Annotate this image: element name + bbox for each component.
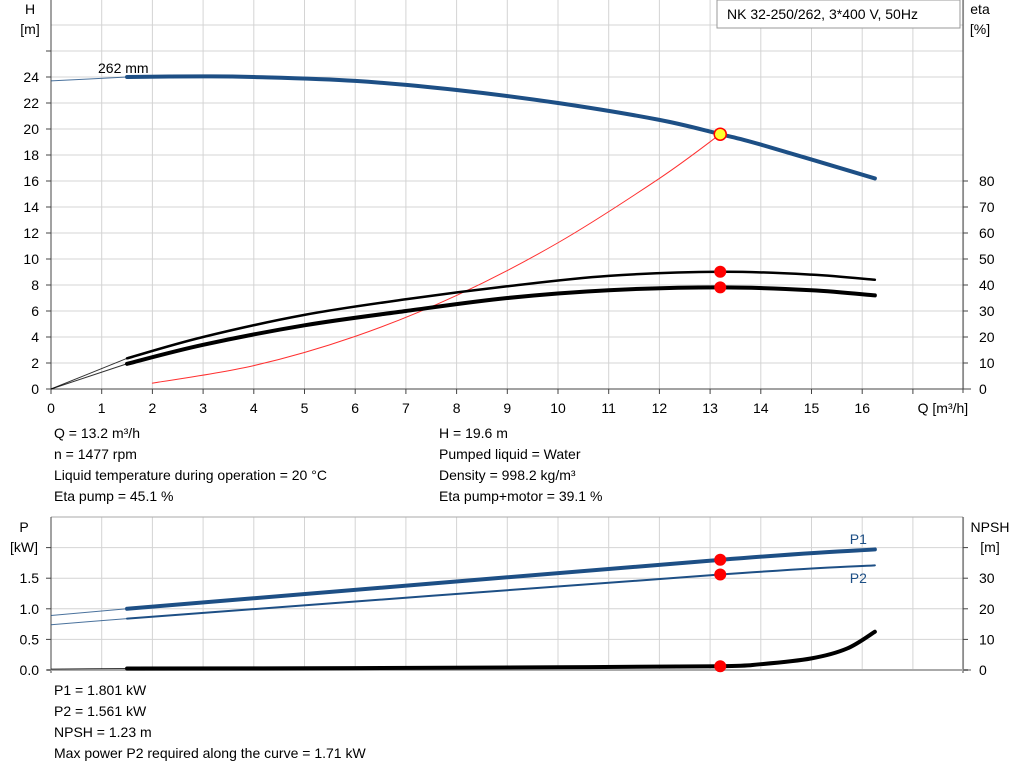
- info-density: Density = 998.2 kg/m³: [439, 467, 576, 483]
- head-curve-extension: [50, 76, 128, 82]
- y-tick-label-right: 70: [979, 199, 995, 215]
- p1-curve-extension: [50, 608, 128, 617]
- info-temperature: Liquid temperature during operation = 20…: [54, 467, 327, 483]
- operating-point-head: [713, 127, 727, 141]
- x-tick-label: 7: [402, 400, 410, 416]
- x-tick-label: 8: [453, 400, 461, 416]
- y-tick-label-left: 22: [23, 95, 39, 111]
- info-p1: P1 = 1.801 kW: [54, 682, 147, 698]
- info-max-power: Max power P2 required along the curve = …: [54, 745, 366, 761]
- y-axis-label-right: eta: [970, 1, 990, 17]
- p2-label: P2: [850, 570, 867, 586]
- operating-point-p1: [714, 553, 727, 566]
- y-tick-label-right: 10: [979, 631, 995, 647]
- info-eta-total: Eta pump+motor = 39.1 %: [439, 488, 603, 504]
- y-tick-label-right: 20: [979, 601, 995, 617]
- info-top-right: H = 19.6 m Pumped liquid = Water Density…: [439, 423, 602, 507]
- y-tick-label-left: 14: [23, 199, 39, 215]
- x-axis-label: Q [m³/h]: [918, 400, 969, 416]
- y-tick-label-right: 40: [979, 277, 995, 293]
- x-tick-label: 14: [753, 400, 769, 416]
- y-tick-label-right: 80: [979, 173, 995, 189]
- eta-total-curve-extension: [50, 363, 128, 390]
- x-tick-label: 6: [351, 400, 359, 416]
- info-p2: P2 = 1.561 kW: [54, 703, 147, 719]
- head-curve: [125, 74, 877, 181]
- info-head: H = 19.6 m: [439, 425, 508, 441]
- y-axis-unit-right: [%]: [970, 21, 990, 37]
- y-tick-label-right: 0: [979, 662, 987, 678]
- x-tick-label: 1: [98, 400, 106, 416]
- y-tick-label-right: 30: [979, 303, 995, 319]
- y-tick-label-left: 20: [23, 121, 39, 137]
- eta-pump-curve: [125, 270, 877, 360]
- y-axis-unit-right: [m]: [980, 539, 999, 555]
- y-tick-label-left: 1.5: [20, 570, 40, 586]
- p1-curve: [125, 547, 877, 611]
- info-bottom: P1 = 1.801 kW P2 = 1.561 kW NPSH = 1.23 …: [54, 680, 366, 764]
- operating-point-npsh: [714, 660, 727, 673]
- x-tick-label: 3: [199, 400, 207, 416]
- x-tick-label: 16: [854, 400, 870, 416]
- y-tick-label-left: 0.0: [20, 662, 40, 678]
- y-tick-label-right: 30: [979, 570, 995, 586]
- x-tick-label: 2: [149, 400, 157, 416]
- system-curve: [151, 133, 721, 384]
- x-tick-label: 5: [301, 400, 309, 416]
- eta-total-curve: [125, 285, 877, 366]
- x-tick-label: 4: [250, 400, 258, 416]
- y-tick-label-left: 0: [31, 381, 39, 397]
- y-axis-unit-left: [m]: [20, 21, 39, 37]
- p1-label: P1: [850, 531, 867, 547]
- y-tick-label-right: 10: [979, 355, 995, 371]
- legend-text: NK 32-250/262, 3*400 V, 50Hz: [727, 6, 918, 22]
- y-axis-label-left: P: [19, 519, 28, 535]
- operating-point-p2: [714, 568, 727, 581]
- x-tick-label: 12: [652, 400, 668, 416]
- info-speed: n = 1477 rpm: [54, 446, 137, 462]
- y-axis-label-left: H: [25, 1, 35, 17]
- y-tick-label-left: 0.5: [20, 631, 40, 647]
- x-tick-label: 0: [47, 400, 55, 416]
- y-tick-label-left: 16: [23, 173, 39, 189]
- p2-curve: [126, 564, 876, 620]
- y-tick-label-left: 6: [31, 303, 39, 319]
- info-liquid: Pumped liquid = Water: [439, 446, 581, 462]
- info-eta-pump: Eta pump = 45.1 %: [54, 488, 174, 504]
- npsh-curve-extension: [50, 667, 128, 670]
- y-tick-label-right: 20: [979, 329, 995, 345]
- info-top-left: Q = 13.2 m³/h n = 1477 rpm Liquid temper…: [54, 423, 327, 507]
- y-tick-label-left: 8: [31, 277, 39, 293]
- p2-curve-extension: [50, 618, 128, 626]
- y-tick-label-right: 60: [979, 225, 995, 241]
- legend-box: [716, 0, 961, 29]
- y-axis-label-right: NPSH: [971, 519, 1010, 535]
- y-tick-label-left: 18: [23, 147, 39, 163]
- y-tick-label-left: 10: [23, 251, 39, 267]
- impeller-diameter-label: 262 mm: [98, 60, 149, 76]
- y-tick-label-left: 2: [31, 355, 39, 371]
- x-tick-label: 9: [503, 400, 511, 416]
- x-tick-label: 10: [550, 400, 566, 416]
- y-tick-label-right: 0: [979, 381, 987, 397]
- y-tick-label-left: 24: [23, 69, 39, 85]
- y-tick-label-right: 50: [979, 251, 995, 267]
- info-flow: Q = 13.2 m³/h: [54, 425, 140, 441]
- y-tick-label-left: 4: [31, 329, 39, 345]
- operating-point-eta-pump: [714, 265, 727, 278]
- y-tick-label-left: 1.0: [20, 601, 40, 617]
- y-tick-label-left: 12: [23, 225, 39, 241]
- x-tick-label: 15: [804, 400, 820, 416]
- info-npsh: NPSH = 1.23 m: [54, 724, 152, 740]
- operating-point-eta-total: [714, 281, 727, 294]
- x-tick-label: 11: [601, 400, 616, 416]
- npsh-curve: [125, 629, 877, 671]
- x-tick-label: 13: [702, 400, 718, 416]
- y-axis-unit-left: [kW]: [10, 539, 38, 555]
